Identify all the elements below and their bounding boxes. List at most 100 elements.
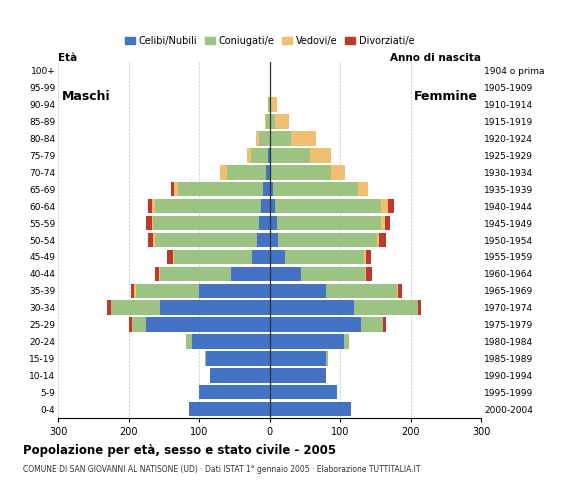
Bar (278, 233, 377, 247)
Bar (326, 284, 397, 298)
Legend: Celibi/Nubili, Coniugati/e, Vedovi/e, Divorziati/e: Celibi/Nubili, Coniugati/e, Vedovi/e, Di… (121, 32, 418, 49)
Bar (168, 250, 173, 264)
Bar (270, 97, 271, 112)
Bar (270, 317, 361, 332)
Bar (175, 250, 252, 264)
Bar (326, 351, 328, 366)
Bar (344, 334, 349, 348)
Bar (206, 351, 270, 366)
Bar (148, 233, 153, 247)
Bar (259, 132, 270, 146)
Bar (146, 317, 270, 332)
Bar (130, 284, 134, 298)
Bar (381, 199, 388, 213)
Bar (273, 182, 358, 196)
Bar (383, 317, 386, 332)
Bar (148, 199, 152, 213)
Bar (270, 182, 273, 196)
Bar (136, 284, 199, 298)
Bar (205, 351, 206, 366)
Bar (269, 97, 270, 112)
Bar (291, 132, 316, 146)
Bar (266, 114, 270, 129)
Bar (231, 267, 270, 281)
Bar (270, 334, 344, 348)
Bar (251, 148, 269, 163)
Bar (266, 165, 270, 180)
Bar (134, 284, 136, 298)
Bar (160, 267, 231, 281)
Bar (365, 250, 371, 264)
Bar (398, 284, 402, 298)
Bar (111, 300, 160, 315)
Bar (270, 284, 326, 298)
Bar (270, 233, 278, 247)
Bar (227, 165, 266, 180)
Bar (270, 81, 271, 95)
Bar (364, 250, 365, 264)
Bar (331, 165, 345, 180)
Bar (270, 199, 275, 213)
Bar (107, 300, 111, 315)
Bar (263, 182, 270, 196)
Bar (379, 233, 386, 247)
Bar (270, 368, 326, 383)
Bar (171, 182, 175, 196)
Bar (270, 402, 351, 416)
Bar (186, 334, 192, 348)
Bar (270, 385, 337, 399)
Bar (264, 114, 266, 129)
Bar (153, 233, 155, 247)
Bar (270, 351, 326, 366)
Bar (256, 132, 259, 146)
Text: Popolazione per età, sesso e stato civile - 2005: Popolazione per età, sesso e stato civil… (23, 444, 336, 457)
Bar (381, 216, 385, 230)
Bar (354, 300, 418, 315)
Bar (270, 148, 271, 163)
Bar (199, 385, 270, 399)
Bar (276, 114, 289, 129)
Bar (270, 300, 354, 315)
Bar (285, 250, 364, 264)
Bar (199, 284, 270, 298)
Bar (270, 267, 302, 281)
Bar (153, 216, 259, 230)
Bar (271, 148, 310, 163)
Bar (155, 233, 257, 247)
Bar (277, 216, 381, 230)
Bar (276, 199, 381, 213)
Text: Femmine: Femmine (414, 90, 478, 103)
Bar (270, 250, 285, 264)
Bar (271, 97, 277, 112)
Bar (302, 267, 365, 281)
Bar (270, 114, 275, 129)
Bar (146, 216, 152, 230)
Bar (270, 132, 291, 146)
Bar (269, 148, 270, 163)
Bar (270, 216, 277, 230)
Bar (270, 165, 271, 180)
Bar (377, 233, 379, 247)
Text: Età: Età (58, 53, 77, 63)
Bar (220, 165, 227, 180)
Bar (247, 148, 251, 163)
Bar (178, 182, 263, 196)
Text: COMUNE DI SAN GIOVANNI AL NATISONE (UD) · Dati ISTAT 1° gennaio 2005 · Elaborazi: COMUNE DI SAN GIOVANNI AL NATISONE (UD) … (23, 465, 420, 474)
Bar (261, 199, 270, 213)
Bar (155, 267, 159, 281)
Bar (257, 233, 270, 247)
Bar (252, 250, 270, 264)
Bar (385, 216, 390, 230)
Bar (188, 402, 270, 416)
Bar (155, 199, 261, 213)
Text: Maschi: Maschi (61, 90, 110, 103)
Bar (397, 284, 398, 298)
Bar (159, 267, 160, 281)
Bar (175, 182, 178, 196)
Bar (361, 317, 383, 332)
Bar (358, 182, 368, 196)
Text: Anno di nascita: Anno di nascita (390, 53, 481, 63)
Bar (132, 317, 146, 332)
Bar (173, 250, 175, 264)
Bar (152, 216, 153, 230)
